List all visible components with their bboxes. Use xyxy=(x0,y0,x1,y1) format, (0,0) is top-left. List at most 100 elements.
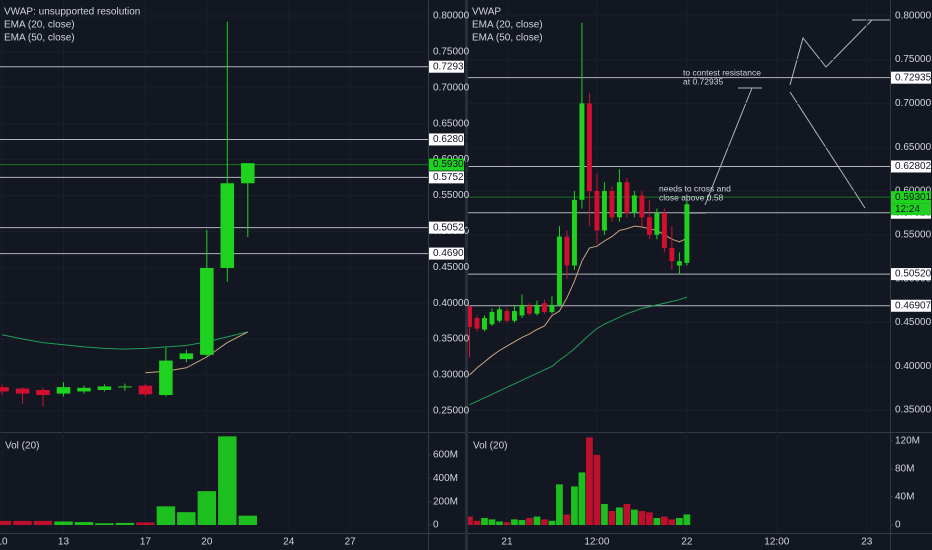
volume-bar xyxy=(631,509,638,525)
volume-bar xyxy=(0,520,12,526)
y-tick-label: 0.35000 xyxy=(895,405,932,416)
candle-body xyxy=(241,163,255,184)
candle-body xyxy=(15,388,30,394)
volume-title: Vol (20) xyxy=(5,441,39,452)
volume-bar xyxy=(54,521,73,526)
candle-body xyxy=(631,195,637,213)
volume-bar xyxy=(541,519,548,525)
legend-entry: EMA (20, close) xyxy=(4,20,75,31)
volume-bar xyxy=(156,506,176,526)
candle-body xyxy=(179,353,194,360)
volume-bar xyxy=(661,516,668,525)
volume-bar xyxy=(488,519,496,525)
y-tick-label: 0.70000 xyxy=(433,82,470,93)
annotation-text: to contest resistance xyxy=(683,67,761,77)
legend-entry: EMA (20, close) xyxy=(472,20,543,31)
last-price-label: 0.59301 xyxy=(895,192,932,203)
volume-bar xyxy=(13,520,32,526)
legend-entry: EMA (50, close) xyxy=(4,33,75,44)
vol-tick-label: 600M xyxy=(433,450,458,461)
volume-bar xyxy=(115,522,135,526)
volume-bar xyxy=(473,520,481,525)
y-tick-label: 0.80000 xyxy=(895,10,932,21)
volume-bar xyxy=(481,517,488,525)
candle-body xyxy=(676,261,682,266)
candle-body xyxy=(468,306,472,327)
volume-bar xyxy=(646,512,653,525)
candle-body xyxy=(556,236,562,305)
volume-bar xyxy=(238,515,258,526)
volume-bar xyxy=(518,520,526,525)
volume-bar xyxy=(638,510,646,525)
level-label-box xyxy=(429,133,464,146)
candle-body xyxy=(646,217,652,235)
level-label: 0.72935 xyxy=(895,72,932,83)
drawing xyxy=(704,87,753,206)
x-tick-label: 12:00 xyxy=(764,537,789,548)
candle-body xyxy=(684,204,690,263)
candle-body xyxy=(669,247,675,262)
candle-body xyxy=(200,267,214,355)
y-tick-label: 0.65000 xyxy=(895,142,932,153)
x-tick-label: 12:00 xyxy=(584,537,609,548)
y-tick-label: 0.40000 xyxy=(895,361,932,372)
candle-body xyxy=(594,191,600,231)
level-label: 0.50520 xyxy=(895,269,932,280)
candle-body xyxy=(497,309,502,321)
y-tick-label: 0.75000 xyxy=(433,47,470,58)
candle-body xyxy=(504,311,510,321)
candle-body xyxy=(118,386,132,388)
candle-body xyxy=(661,212,667,248)
x-tick-label: 10 xyxy=(0,537,8,548)
candle-body xyxy=(56,387,71,394)
candle-body xyxy=(624,182,630,213)
level-label-box xyxy=(429,221,464,234)
y-tick-label: 0.55000 xyxy=(433,190,470,201)
last-price-box xyxy=(429,158,464,171)
candle-body xyxy=(609,191,615,218)
candle-body xyxy=(482,318,487,330)
y-tick-label: 0.75000 xyxy=(895,54,932,65)
level-label: 0.57523 xyxy=(433,172,470,183)
volume-bar xyxy=(676,517,683,525)
level-label-box xyxy=(891,299,931,312)
x-tick-label: 22 xyxy=(681,537,693,548)
last-price-box xyxy=(891,191,931,204)
annotation-text: close above 0.58 xyxy=(659,192,724,202)
candle-body xyxy=(489,311,495,325)
y-tick-label: 0.45000 xyxy=(895,317,932,328)
ema50-line xyxy=(469,296,688,406)
y-tick-label: 0.25000 xyxy=(433,405,470,416)
legend-entry: EMA (50, close) xyxy=(472,33,543,44)
last-price-label: 0.59301 xyxy=(433,159,470,170)
volume-title: Vol (20) xyxy=(473,441,507,452)
candle-body xyxy=(0,387,9,392)
y-tick-label: 0.40000 xyxy=(433,298,470,309)
volume-bar xyxy=(608,510,616,525)
candle-body xyxy=(549,304,555,312)
candle-body xyxy=(616,182,622,218)
volume-bar xyxy=(136,522,155,526)
candle-body xyxy=(97,386,112,391)
annotation-text: at 0.72935 xyxy=(683,76,723,86)
candle-body xyxy=(534,304,540,314)
volume-bar xyxy=(578,472,586,525)
level-label-box xyxy=(429,171,464,184)
volume-bar xyxy=(593,454,601,525)
vol-tick-label: 0 xyxy=(433,520,439,531)
y-tick-label: 0.65000 xyxy=(433,118,470,129)
level-label: 0.62802 xyxy=(895,161,932,172)
countdown-box xyxy=(891,203,931,216)
volume-bar xyxy=(683,514,691,525)
candle-body xyxy=(564,236,570,266)
y-tick-label: 0.30000 xyxy=(433,370,470,381)
volume-bar xyxy=(197,491,217,526)
legend-entry: VWAP: unsupported resolution xyxy=(4,7,140,18)
volume-bar xyxy=(496,521,503,525)
candle-body xyxy=(541,303,547,312)
volume-bar xyxy=(511,519,518,525)
vol-tick-label: 40M xyxy=(895,492,914,503)
volume-bar xyxy=(95,523,114,526)
candle-body xyxy=(601,191,607,231)
candle-body xyxy=(586,103,592,192)
